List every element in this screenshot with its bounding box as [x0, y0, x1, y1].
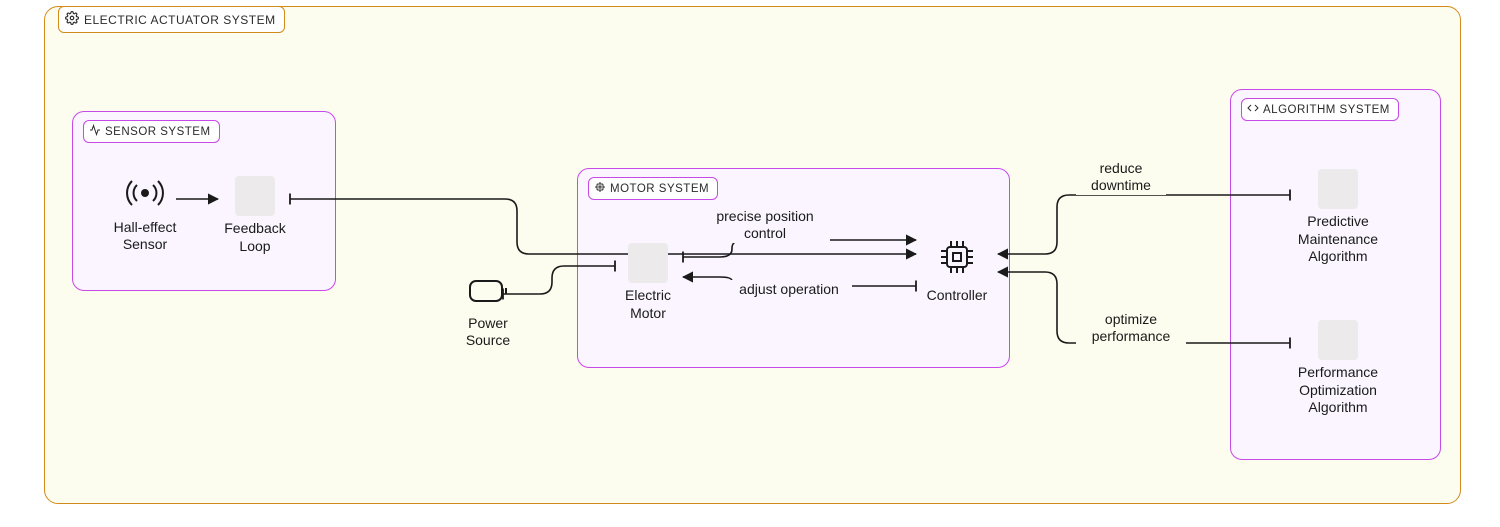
activity-icon	[89, 124, 101, 139]
subsystem-sensor-label: SENSOR SYSTEM	[105, 126, 211, 138]
node-power-source: PowerSource	[453, 276, 523, 350]
node-feedback-loop: FeedbackLoop	[215, 176, 295, 255]
gear-icon	[65, 11, 79, 28]
node-perf-label: PerformanceOptimizationAlgorithm	[1298, 364, 1378, 415]
edge-label-precise: precise positioncontrol	[700, 207, 830, 243]
node-controller-label: Controller	[927, 287, 988, 303]
chip-icon	[912, 236, 1002, 283]
node-power-label: PowerSource	[466, 315, 510, 349]
code-icon	[1247, 102, 1259, 117]
subsystem-algorithm-label: ALGORITHM SYSTEM	[1263, 104, 1390, 116]
node-perf-algo: PerformanceOptimizationAlgorithm	[1285, 320, 1391, 417]
node-controller: Controller	[912, 236, 1002, 304]
edge-label-adjust: adjust operation	[726, 280, 852, 299]
node-feedback-label: FeedbackLoop	[224, 220, 285, 254]
system-container-title: ELECTRIC ACTUATOR SYSTEM	[58, 6, 285, 33]
node-predictive-label: PredictiveMaintenanceAlgorithm	[1298, 213, 1378, 264]
node-electric-motor: ElectricMotor	[608, 243, 688, 322]
box-icon	[235, 176, 275, 216]
edge-label-optimize: optimizeperformance	[1076, 310, 1186, 346]
subsystem-algorithm-title: ALGORITHM SYSTEM	[1241, 98, 1399, 121]
box-icon	[628, 243, 668, 283]
battery-icon	[453, 276, 523, 311]
node-hall-label: Hall-effectSensor	[114, 219, 177, 253]
box-icon	[1318, 169, 1358, 209]
subsystem-motor-title: MOTOR SYSTEM	[588, 177, 718, 200]
box-icon	[1318, 320, 1358, 360]
radio-icon	[100, 176, 190, 215]
node-hall-sensor: Hall-effectSensor	[100, 176, 190, 254]
node-motor-label: ElectricMotor	[625, 287, 671, 321]
node-predictive-algo: PredictiveMaintenanceAlgorithm	[1288, 169, 1388, 266]
system-container-label: ELECTRIC ACTUATOR SYSTEM	[84, 13, 276, 27]
edge-label-reduce: reducedowntime	[1076, 159, 1166, 195]
subsystem-sensor-title: SENSOR SYSTEM	[83, 120, 220, 143]
cpu-icon	[594, 181, 606, 196]
subsystem-motor-label: MOTOR SYSTEM	[610, 183, 709, 195]
